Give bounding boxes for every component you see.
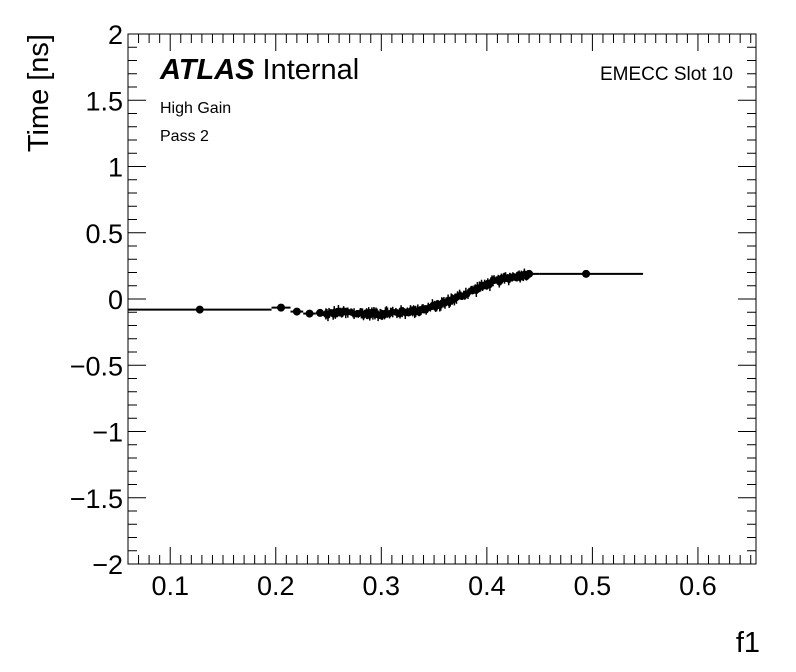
y-tick-label: −1: [92, 418, 123, 448]
x-tick-label: 0.2: [257, 571, 295, 601]
y-tick-label: 0: [108, 285, 123, 315]
y-axis-title: Time [ns]: [23, 34, 55, 152]
x-axis-ticks: [127, 34, 752, 564]
x-axis-tick-labels: 0.1 0.2 0.3 0.4 0.5 0.6: [151, 571, 716, 601]
atlas-label: ATLAS Internal: [159, 54, 359, 86]
y-tick-label: 1: [108, 153, 123, 183]
y-axis-tick-labels: −2 −1.5 −1 −0.5 0 0.5 1 1.5 2: [70, 20, 123, 580]
region-label: EMECC Slot 10: [600, 64, 733, 85]
gain-label: High Gain: [160, 100, 231, 117]
x-tick-label: 0.3: [363, 571, 401, 601]
data-point: [292, 307, 301, 316]
data-point: [316, 308, 325, 317]
data-series: [128, 268, 644, 322]
data-point: [277, 303, 286, 312]
y-tick-label: 2: [108, 20, 123, 50]
x-tick-label: 0.6: [679, 571, 717, 601]
pass-label: Pass 2: [160, 128, 209, 145]
y-tick-label: −0.5: [70, 351, 123, 381]
y-tick-label: 0.5: [85, 219, 123, 249]
y-tick-label: −1.5: [70, 484, 123, 514]
data-point: [525, 272, 532, 278]
x-tick-label: 0.5: [574, 571, 612, 601]
data-point: [582, 269, 591, 278]
atlas-label-bold: ATLAS: [159, 54, 255, 86]
y-tick-label: −2: [92, 550, 123, 580]
data-point: [195, 305, 204, 314]
y-axis-ticks: [128, 33, 756, 565]
data-point: [305, 309, 314, 318]
x-tick-label: 0.1: [151, 571, 189, 601]
x-tick-label: 0.4: [468, 571, 506, 601]
x-axis-title: f1: [736, 627, 760, 659]
atlas-label-internal: Internal: [263, 54, 360, 86]
y-tick-label: 1.5: [85, 86, 123, 116]
